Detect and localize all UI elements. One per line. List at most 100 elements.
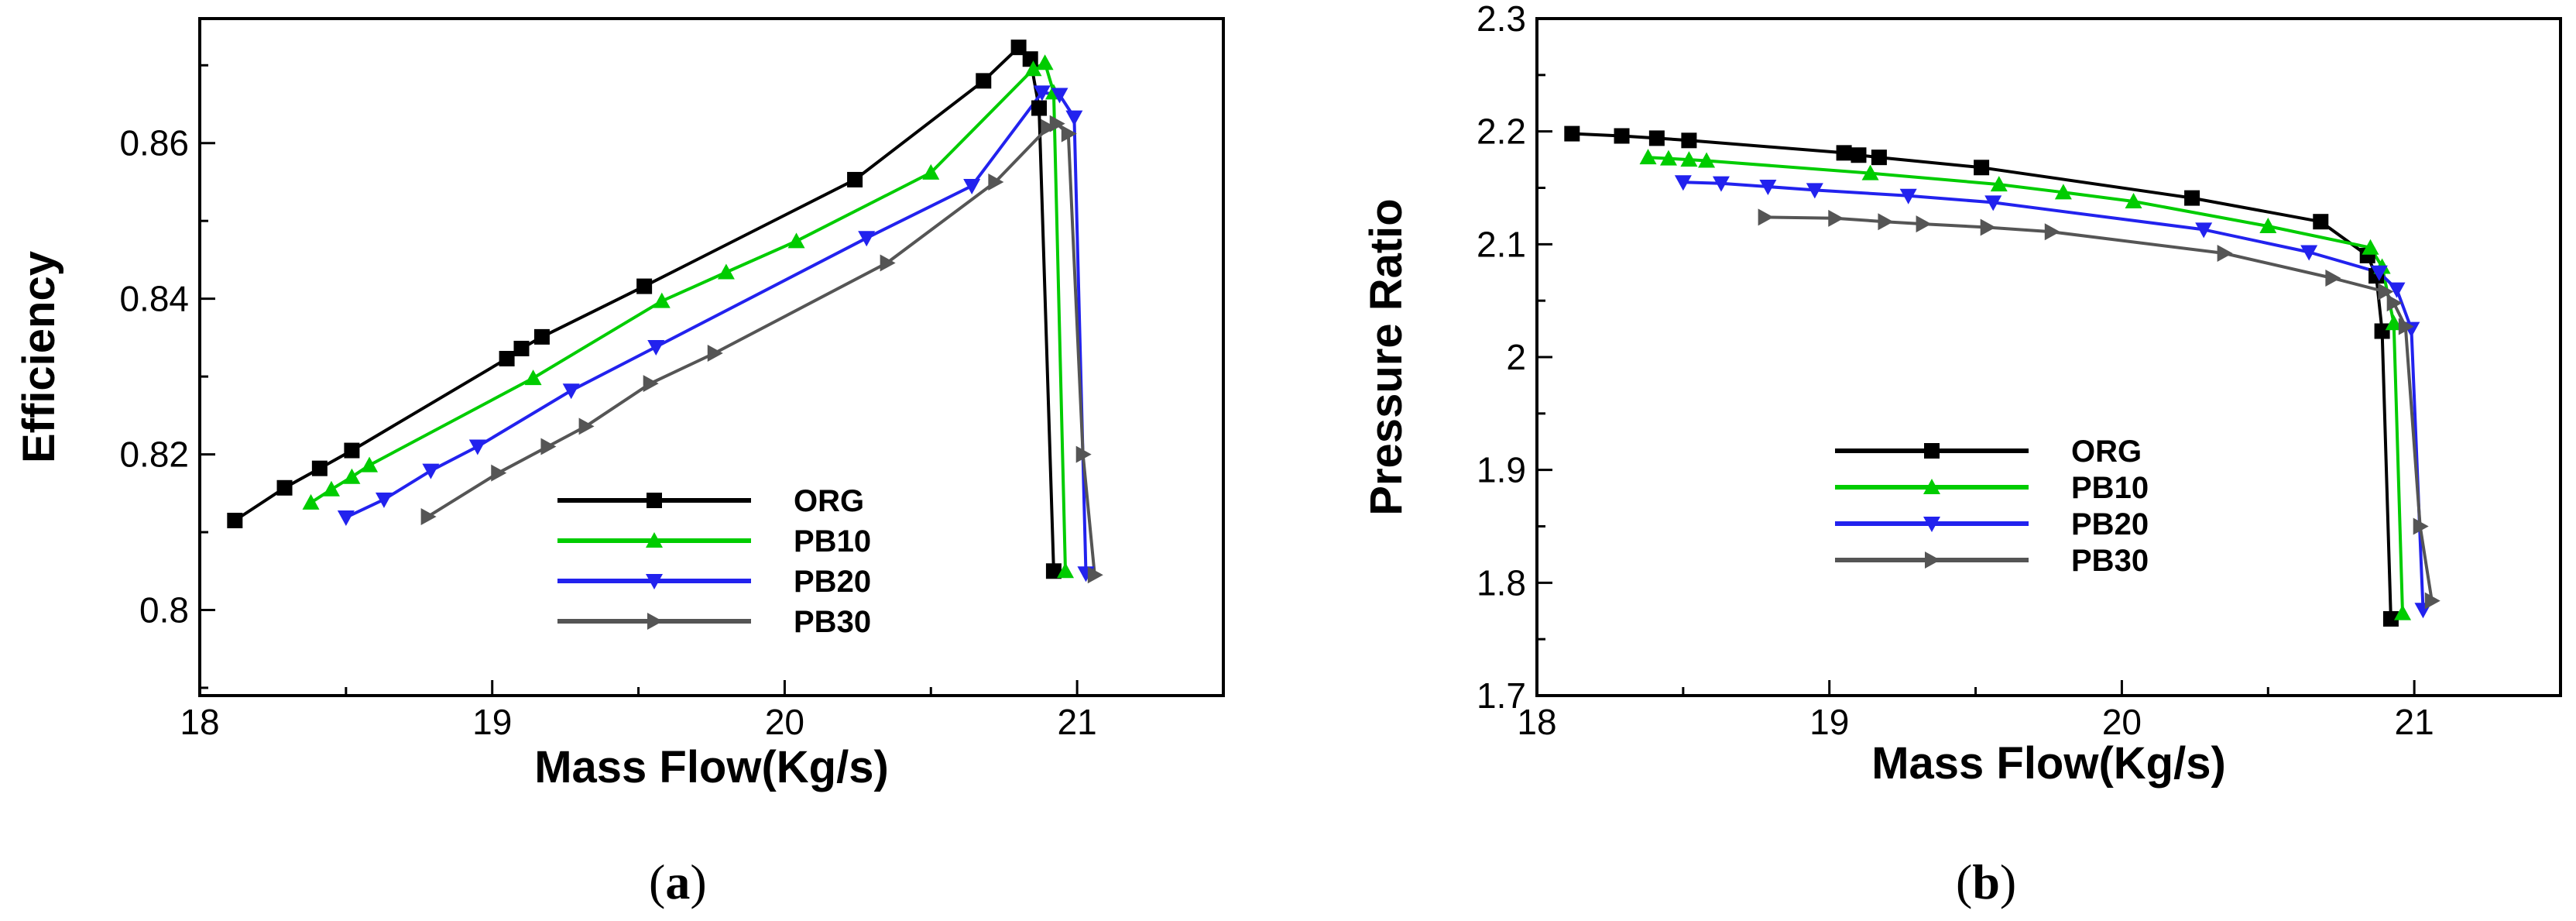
pressure-ratio-chart: 18 19 20 211.71.81.922.12.22.3 ORGPB10PB20P… [1361,0,2562,909]
series-markers [1564,125,2441,627]
x-tick-label: 20 [2102,702,2142,742]
data-point-pb30 [1061,125,1077,143]
data-point-pb30 [1916,215,1932,233]
data-point-pb10 [1036,54,1054,70]
data-point-pb10 [1680,151,1698,167]
data-point-org [1045,563,1062,579]
data-point-org [1681,132,1697,149]
data-point-pb20 [1759,180,1777,196]
data-point-org [1648,130,1665,146]
legend-marker [1924,443,1940,459]
legend-label: PB20 [794,565,871,599]
x-tick-label: 21 [1058,702,1097,742]
data-point-pb10 [1057,562,1075,579]
x-tick-label: 19 [472,702,512,742]
data-point-org [1010,40,1027,56]
legend-label: PB30 [794,605,871,639]
x-axis-label: Mass Flow(Kg/s) [1871,738,2226,789]
data-point-pb20 [858,231,876,247]
x-tick-label: 18 [1517,702,1556,742]
data-point-pb30 [2378,283,2394,301]
x-tick-label: 21 [2395,702,2434,742]
data-point-org [2374,323,2390,339]
data-point-pb20 [1712,176,1730,192]
data-point-pb20 [375,492,393,508]
series-line-org [234,46,1055,572]
y-tick-label: 1.7 [1477,675,1526,716]
legend-entry-org: ORG [1835,435,2142,469]
data-point-org [1031,100,1048,116]
series-lines [1572,132,2434,619]
legend-marker [1923,479,1940,494]
series-markers [227,40,1103,584]
y-tick-label: 2.1 [1477,224,1526,264]
legend-entry-pb30: PB30 [557,605,871,639]
y-tick-label: 1.9 [1477,450,1526,490]
legend-marker [646,574,663,589]
legend-label: ORG [794,484,864,518]
data-point-pb20 [1051,88,1068,104]
data-point-pb30 [1878,213,1894,231]
data-point-org [276,479,293,496]
panel-letter: a [665,854,690,909]
legend-entry-org: ORG [557,484,864,518]
data-point-pb10 [1861,164,1879,180]
data-point-pb20 [1033,85,1051,101]
legend-marker [1923,517,1940,532]
plot-frame [198,17,1225,697]
data-point-pb20 [337,510,355,526]
data-point-pb30 [2386,294,2403,312]
series-line-pb20 [1682,180,2425,610]
data-point-pb10 [922,163,940,180]
data-point-pb20 [1984,195,2002,211]
series-line-pb10 [310,61,1067,572]
legend-label: PB30 [2071,544,2149,578]
data-point-pb30 [2398,318,2414,335]
y-tick-label: 2 [1506,337,1526,377]
y-tick-label: 2.2 [1477,112,1526,152]
y-tick-label: 1.8 [1477,562,1526,603]
data-point-pb30 [2044,223,2060,241]
data-point-pb20 [2195,222,2213,239]
data-point-pb20 [1899,188,1917,204]
efficiency-chart: 18 19 20 210.80.820.840.86 ORGPB10PB20PB30 … [14,17,1225,909]
x-tick-label: 19 [1809,702,1849,742]
series-line-org [1572,132,2392,619]
data-point-pb30 [1758,208,1774,226]
data-point-pb20 [422,463,440,479]
data-point-pb20 [963,178,981,194]
x-tick-label: 20 [765,702,804,742]
data-point-pb10 [2054,184,2072,200]
data-point-pb10 [2362,239,2379,255]
series-line-pb10 [1648,156,2404,613]
x-axis-label: Mass Flow(Kg/s) [534,742,889,792]
data-point-org [227,512,243,528]
data-point-pb30 [491,464,507,482]
data-point-org [1564,125,1580,142]
data-point-pb10 [343,468,361,484]
data-point-pb10 [653,292,671,308]
data-point-pb30 [540,438,557,455]
panel-label: (a) [649,854,707,909]
legend-marker [647,493,662,508]
y-tick-label: 0.86 [119,123,189,163]
data-point-pb20 [1806,183,1823,199]
data-point-org [847,171,863,187]
data-point-pb30 [1087,566,1103,584]
data-point-pb30 [1980,218,1996,236]
legend-marker [647,613,663,630]
data-point-pb30 [2217,244,2233,262]
data-point-org [513,340,530,356]
data-point-pb10 [717,263,735,280]
data-point-org [2184,190,2200,206]
y-axis-label: Pressure Ratio [1361,198,1411,515]
data-point-org [1974,160,1990,176]
data-point-pb10 [302,493,320,510]
data-point-pb30 [1075,445,1092,463]
legend-entry-pb10: PB10 [1835,471,2149,505]
data-point-pb30 [1049,115,1065,132]
data-point-pb10 [2125,192,2142,208]
data-point-pb10 [2394,604,2412,620]
